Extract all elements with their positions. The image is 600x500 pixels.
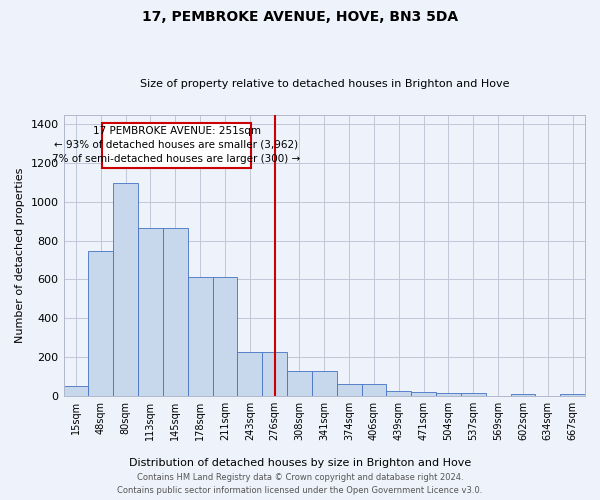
Bar xyxy=(64,386,88,396)
Bar xyxy=(113,183,138,396)
Bar xyxy=(337,384,362,396)
FancyBboxPatch shape xyxy=(102,122,251,168)
Bar xyxy=(212,277,238,396)
Y-axis label: Number of detached properties: Number of detached properties xyxy=(15,168,25,343)
Title: Size of property relative to detached houses in Brighton and Hove: Size of property relative to detached ho… xyxy=(140,79,509,89)
Bar xyxy=(262,352,287,396)
Bar xyxy=(238,352,262,396)
Text: Contains HM Land Registry data © Crown copyright and database right 2024.: Contains HM Land Registry data © Crown c… xyxy=(137,474,463,482)
Bar xyxy=(88,251,113,396)
Bar xyxy=(411,392,436,396)
Bar xyxy=(560,394,585,396)
Bar xyxy=(312,370,337,396)
Bar xyxy=(461,393,485,396)
Bar xyxy=(362,384,386,396)
Bar xyxy=(436,393,461,396)
Bar xyxy=(188,277,212,396)
Bar xyxy=(386,391,411,396)
Bar xyxy=(138,228,163,396)
Bar xyxy=(511,394,535,396)
Text: ← 93% of detached houses are smaller (3,962): ← 93% of detached houses are smaller (3,… xyxy=(55,140,299,150)
Bar xyxy=(163,228,188,396)
Bar xyxy=(287,370,312,396)
Text: 7% of semi-detached houses are larger (300) →: 7% of semi-detached houses are larger (3… xyxy=(52,154,301,164)
Text: Distribution of detached houses by size in Brighton and Hove: Distribution of detached houses by size … xyxy=(129,458,471,468)
Text: 17 PEMBROKE AVENUE: 251sqm: 17 PEMBROKE AVENUE: 251sqm xyxy=(92,126,260,136)
Text: Contains public sector information licensed under the Open Government Licence v3: Contains public sector information licen… xyxy=(118,486,482,495)
Text: 17, PEMBROKE AVENUE, HOVE, BN3 5DA: 17, PEMBROKE AVENUE, HOVE, BN3 5DA xyxy=(142,10,458,24)
